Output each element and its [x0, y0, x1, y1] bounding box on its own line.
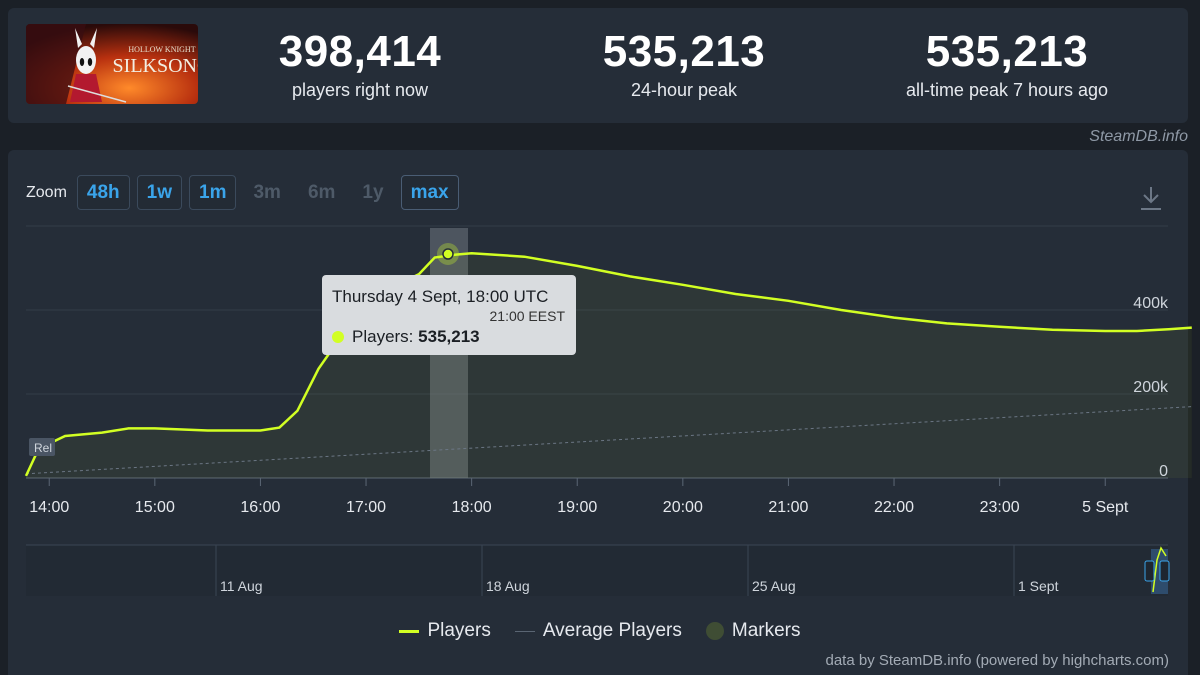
legend-label: Markers	[731, 620, 801, 641]
zoom-max-button[interactable]: max	[400, 175, 459, 210]
x-axis-tick-label: 16:00	[240, 499, 280, 516]
legend-item-average-players[interactable]: Average Players	[514, 620, 682, 642]
y-axis-tick-label: 0	[1159, 463, 1168, 480]
navigator-handle-right[interactable]	[1159, 560, 1170, 582]
zoom-1m-button[interactable]: 1m	[189, 175, 237, 210]
zoom-48h-button[interactable]: 48h	[76, 175, 130, 210]
tooltip-series-row: Players: 535,213	[332, 327, 480, 347]
navigator[interactable]: 11 Aug 18 Aug 25 Aug 1 Sept	[26, 544, 1170, 596]
current-players-value: 398,414	[278, 27, 442, 76]
release-marker[interactable]: Rel	[29, 438, 55, 456]
tooltip-series-dot	[332, 331, 344, 343]
y-axis-tick-label: 400k	[1133, 295, 1169, 312]
navigator-label: 18 Aug	[486, 578, 530, 594]
logo-subtext: HOLLOW KNIGHT	[128, 45, 195, 54]
x-axis-tick-label: 19:00	[557, 499, 597, 516]
x-axis-tick-label: 5 Sept	[1082, 499, 1129, 516]
release-marker-label: Rel	[34, 441, 52, 455]
zoom-6m-button: 6m	[307, 182, 336, 203]
x-axis-tick-label: 23:00	[980, 499, 1020, 516]
navigator-series-line	[1152, 546, 1167, 593]
players-area	[26, 253, 1192, 478]
peak-24h-stat: 535,213 24-hour peak	[584, 28, 784, 101]
chart-tooltip: Thursday 4 Sept, 18:00 UTC 21:00 EEST Pl…	[322, 275, 576, 355]
x-axis-tick-label: 14:00	[29, 499, 69, 516]
x-axis-tick-label: 18:00	[452, 499, 492, 516]
all-time-peak-label: all-time peak 7 hours ago	[905, 80, 1109, 100]
navigator-label: 11 Aug	[220, 578, 263, 594]
tooltip-title: Thursday 4 Sept, 18:00 UTC	[332, 287, 549, 306]
steamdb-credit[interactable]: SteamDB.info	[1089, 128, 1188, 145]
logo-text: SILKSONG	[113, 55, 198, 77]
navigator-handle-left[interactable]	[1144, 560, 1155, 582]
download-icon[interactable]	[1138, 184, 1164, 212]
footer-credit[interactable]: data by SteamDB.info (powered by highcha…	[825, 652, 1170, 669]
zoom-1y-button: 1y	[362, 182, 384, 203]
navigator-label: 1 Sept	[1018, 578, 1059, 594]
players-line	[24, 251, 1192, 477]
x-axis-tick-label: 20:00	[663, 499, 703, 516]
legend-line-icon	[514, 630, 535, 632]
stats-header	[8, 8, 1188, 123]
all-time-peak-value: 535,213	[925, 27, 1089, 76]
zoom-1w-button[interactable]: 1w	[136, 175, 183, 210]
x-axis-tick-label: 15:00	[135, 499, 175, 516]
y-axis-tick-label: 200k	[1133, 379, 1169, 396]
all-time-peak-stat: 535,213 all-time peak 7 hours ago	[887, 28, 1127, 101]
chart-legend: Players Average Players Markers	[0, 620, 1200, 642]
navigator-label: 25 Aug	[752, 578, 796, 594]
legend-line-icon	[399, 629, 420, 633]
peak-24h-value: 535,213	[602, 27, 766, 76]
x-axis-tick-label: 21:00	[768, 499, 808, 516]
navigator-track	[26, 545, 1168, 596]
legend-label: Players	[427, 620, 491, 641]
legend-item-markers[interactable]: Markers	[705, 620, 801, 642]
legend-label: Average Players	[542, 620, 682, 641]
legend-item-players[interactable]: Players	[399, 620, 491, 642]
zoom-controls: Zoom 48h 1w 1m 3m 6m 1y max	[26, 175, 466, 210]
tooltip-subtitle: 21:00 EEST	[489, 308, 566, 324]
hover-point	[442, 248, 454, 260]
x-axis-tick-label: 17:00	[346, 499, 386, 516]
x-axis-tick-label: 22:00	[874, 499, 914, 516]
tooltip-series-label: Players:	[352, 327, 414, 346]
current-players-stat: 398,414 players right now	[260, 28, 460, 101]
legend-marker-icon	[705, 622, 724, 640]
average-players-line	[25, 406, 1192, 475]
tooltip-value: 535,213	[418, 327, 480, 346]
peak-24h-label: 24-hour peak	[630, 80, 738, 100]
zoom-label: Zoom	[26, 183, 67, 201]
game-capsule-image[interactable]: HOLLOW KNIGHT SILKSONG	[26, 24, 198, 104]
zoom-3m-button: 3m	[253, 182, 281, 203]
current-players-label: players right now	[291, 80, 429, 100]
